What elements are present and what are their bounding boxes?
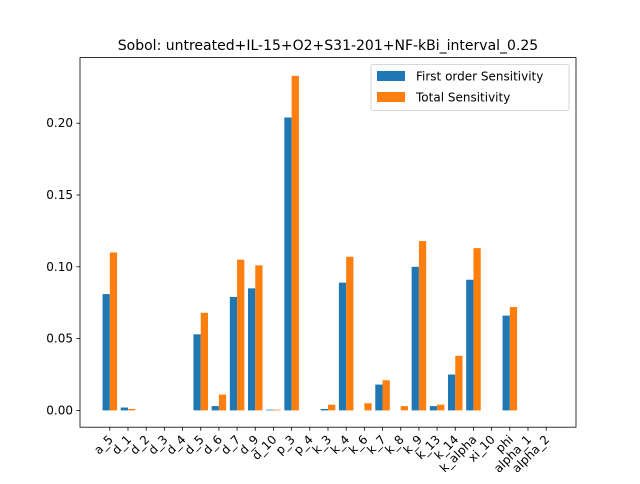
y-axis: 0.00 0.05 0.10 0.15 0.20 <box>46 116 80 417</box>
bar-total-k_9 <box>418 240 427 411</box>
legend: First order Sensitivity Total Sensitivit… <box>370 64 570 111</box>
bar-total-k_6 <box>364 403 372 411</box>
bar-first-order-d_5 <box>193 334 201 411</box>
bar-first-order-d_9 <box>248 288 256 411</box>
y-tick-label: 0.20 <box>46 116 73 130</box>
bar-first-order-k_14 <box>448 374 456 411</box>
bar-total-k_3 <box>328 404 336 411</box>
bar-total-d_1 <box>128 408 136 411</box>
bar-total-k_7 <box>382 380 390 411</box>
chart-title: Sobol: untreated+IL-15+O2+S31-201+NF-kBi… <box>118 38 538 54</box>
bar-first-order-k_3 <box>320 408 328 411</box>
x-axis: a_5d_1d_2d_3d_4d_5d_6d_7d_9d_10p_3p_4k_3… <box>91 427 552 475</box>
bar-first-order-d_1 <box>120 407 128 411</box>
bar-first-order-k_alpha <box>466 279 474 411</box>
plot-frame <box>79 57 577 428</box>
bar-total-k_4 <box>346 256 354 411</box>
bar-first-order-k_4 <box>338 282 347 411</box>
bar-first-order-d_10 <box>266 409 274 411</box>
bar-first-order-k_7 <box>375 384 383 411</box>
bar-total-d_5 <box>200 312 208 411</box>
bar-total-a_5 <box>109 252 118 411</box>
bar-total-k_alpha <box>473 248 481 411</box>
bar-total-k_8 <box>400 406 408 411</box>
legend-label-first-order: First order Sensitivity <box>416 70 543 84</box>
bar-first-order-d_7 <box>229 296 238 411</box>
bar-first-order-d_6 <box>211 406 219 411</box>
bars-layer <box>102 75 518 411</box>
bar-first-order-phi <box>502 315 510 411</box>
y-tick-label: 0.10 <box>46 260 73 274</box>
bar-total-k_13 <box>437 404 445 411</box>
bar-total-d_7 <box>237 259 245 411</box>
legend-box <box>370 64 570 111</box>
y-tick-label: 0.15 <box>46 188 73 202</box>
bar-total-phi <box>509 307 518 411</box>
legend-swatch-total <box>377 92 405 102</box>
bar-total-d_10 <box>273 409 281 411</box>
bar-first-order-a_5 <box>102 294 110 411</box>
legend-label-total: Total Sensitivity <box>415 91 510 105</box>
bar-first-order-k_9 <box>411 266 419 411</box>
bar-total-d_6 <box>218 394 227 411</box>
bar-total-p_3 <box>291 75 299 411</box>
bar-total-d_9 <box>255 265 263 411</box>
y-tick-label: 0.05 <box>46 332 73 346</box>
y-tick-label: 0.00 <box>46 403 73 417</box>
bar-total-k_14 <box>455 355 463 411</box>
legend-swatch-first-order <box>377 71 405 81</box>
bar-first-order-p_3 <box>284 117 292 411</box>
bar-first-order-k_13 <box>429 406 438 411</box>
